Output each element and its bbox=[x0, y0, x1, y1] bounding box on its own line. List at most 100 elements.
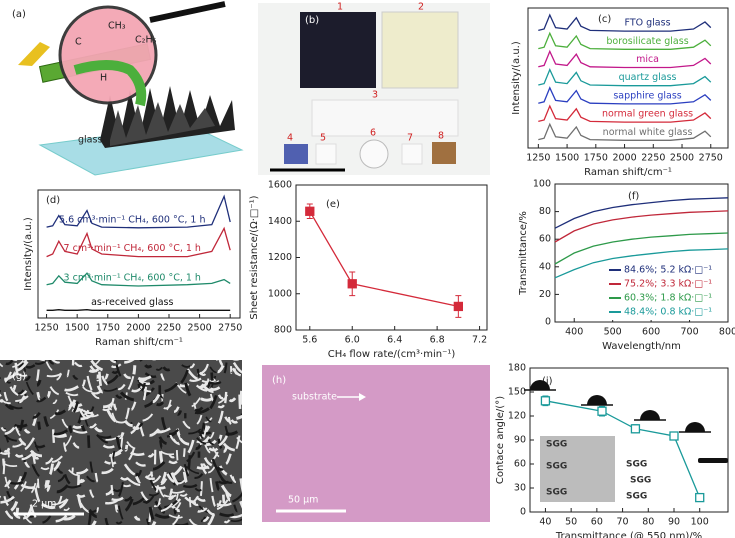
sem-flake bbox=[76, 468, 89, 475]
x-tick-label: 70 bbox=[617, 517, 629, 528]
x-tick-label: 2750 bbox=[218, 323, 242, 334]
sem-flake bbox=[90, 391, 100, 400]
sem-flake bbox=[196, 414, 203, 425]
sem-flake bbox=[32, 412, 41, 419]
sem-flake bbox=[152, 393, 161, 404]
sem-flake bbox=[183, 464, 190, 477]
sem-flake bbox=[8, 404, 23, 410]
sem-flake bbox=[218, 360, 224, 366]
sem-flake bbox=[182, 420, 191, 430]
sem-flake bbox=[232, 361, 242, 374]
sem-flake bbox=[175, 522, 189, 525]
sem-flake bbox=[104, 373, 109, 380]
sem-flake bbox=[55, 514, 68, 523]
y-tick-label: 20 bbox=[539, 289, 551, 300]
sem-flake bbox=[14, 426, 21, 437]
series-label: quartz glass bbox=[619, 72, 677, 83]
sem-flake bbox=[89, 489, 95, 499]
sem-flake bbox=[21, 363, 27, 373]
sem-flake bbox=[105, 488, 115, 496]
sem-flake bbox=[184, 382, 192, 397]
sem-flake bbox=[231, 367, 242, 377]
sample-3 bbox=[311, 99, 459, 137]
sem-flake bbox=[82, 386, 93, 393]
sem-flake bbox=[191, 495, 199, 503]
y-tick-label: 40 bbox=[539, 261, 551, 272]
x-tick-label: 400 bbox=[565, 327, 583, 338]
sem-flake bbox=[142, 499, 150, 504]
sem-flake bbox=[56, 373, 62, 381]
sem-flake bbox=[126, 476, 141, 486]
series-label: sapphire glass bbox=[613, 90, 681, 101]
x-tick-label: 2750 bbox=[699, 153, 723, 164]
sem-flake bbox=[209, 386, 221, 391]
scale-label: 2 μm bbox=[32, 499, 56, 510]
x-axis-label: Raman shift/cm⁻¹ bbox=[584, 167, 672, 178]
y-axis-label: Transmittance/% bbox=[518, 211, 529, 296]
sample-number: 3 bbox=[372, 90, 378, 101]
sem-flake bbox=[46, 391, 51, 399]
sem-flake bbox=[71, 467, 74, 475]
sem-flake bbox=[222, 494, 226, 504]
sem-overlay: (g) 2 μm bbox=[12, 371, 84, 516]
sem-flake bbox=[18, 437, 27, 446]
sem-flake bbox=[149, 428, 160, 437]
x-tick-label: 1750 bbox=[96, 323, 120, 334]
sem-flake bbox=[158, 392, 164, 399]
sem-flake bbox=[68, 425, 73, 434]
sem-flake bbox=[96, 434, 112, 439]
sem-flake bbox=[209, 366, 217, 374]
sem-flake bbox=[216, 466, 224, 471]
sem-flake bbox=[79, 502, 90, 513]
sem-flake bbox=[245, 362, 251, 367]
sem-flake bbox=[144, 372, 157, 379]
sem-flake bbox=[87, 512, 92, 525]
sem-flake bbox=[87, 435, 91, 449]
sem-flake bbox=[86, 475, 95, 483]
sem-flake bbox=[140, 382, 146, 392]
panel-label: (b) bbox=[305, 15, 319, 26]
sem-flake bbox=[0, 398, 11, 405]
sem-flake bbox=[54, 409, 67, 416]
sem-flake bbox=[156, 401, 165, 407]
sem-flake bbox=[144, 364, 153, 369]
sem-flake bbox=[16, 360, 29, 372]
sem-flake bbox=[114, 504, 119, 513]
sem-flake bbox=[64, 385, 79, 392]
sem-flake bbox=[49, 409, 60, 420]
sem-flake bbox=[67, 395, 76, 409]
sem-flake bbox=[198, 371, 207, 377]
sem-flake bbox=[64, 435, 73, 447]
sem-flake bbox=[206, 509, 216, 516]
sem-flake bbox=[102, 444, 115, 449]
sem-flake bbox=[36, 391, 41, 401]
sample-number: 1 bbox=[337, 2, 343, 13]
sem-flake bbox=[45, 361, 53, 371]
sem-flake bbox=[234, 360, 238, 361]
marker bbox=[669, 431, 679, 441]
droplet bbox=[530, 380, 550, 390]
plot-frame bbox=[37, 189, 241, 319]
sem-flake bbox=[3, 434, 17, 442]
sem-flake bbox=[34, 441, 40, 452]
sem-flake bbox=[155, 485, 160, 493]
sem-flake bbox=[45, 479, 51, 488]
sem-flake bbox=[68, 469, 79, 476]
series-line bbox=[538, 86, 712, 105]
sem-flake bbox=[37, 421, 42, 431]
x-tick-label: 2500 bbox=[670, 153, 694, 164]
y-tick-label: 60 bbox=[514, 459, 526, 470]
sem-flake bbox=[5, 360, 14, 366]
sem-flake bbox=[196, 437, 207, 445]
scale-label: 50 μm bbox=[288, 495, 318, 506]
y-tick-label: 0 bbox=[520, 507, 526, 518]
sem-flake bbox=[217, 410, 224, 424]
sem-flake bbox=[199, 432, 204, 439]
molecule-label: C bbox=[75, 37, 82, 48]
sem-flake bbox=[168, 460, 178, 465]
sem-flake bbox=[160, 450, 175, 456]
legend-label: 48.4%; 0.8 kΩ·□⁻¹ bbox=[624, 307, 712, 318]
sample-number: 2 bbox=[418, 2, 424, 13]
sem-flake bbox=[31, 464, 38, 473]
sem-flake bbox=[245, 449, 252, 456]
